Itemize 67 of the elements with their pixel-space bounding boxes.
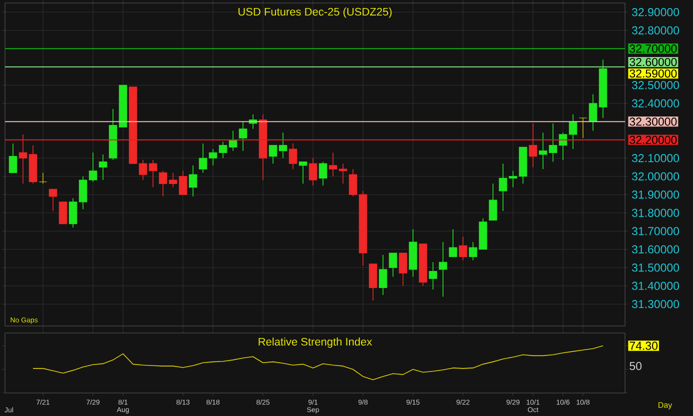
text: 50 — [630, 362, 642, 370]
y-tick-label: 31.60000 — [632, 245, 680, 254]
candlestick — [158, 170, 168, 197]
y-tick-label: 32.90000 — [632, 8, 680, 16]
candlestick — [438, 242, 448, 298]
candlestick — [468, 242, 478, 261]
candlestick — [278, 132, 288, 159]
candlestick — [8, 143, 18, 174]
y-tick-label: 32.40000 — [632, 99, 680, 108]
candlestick — [588, 94, 598, 132]
candlestick — [208, 148, 218, 166]
candlestick — [448, 228, 458, 258]
candlestick — [378, 254, 388, 296]
y-tick-label: 32.50000 — [632, 81, 680, 90]
candlestick — [168, 172, 178, 188]
ref-line-label: 32.20000 — [630, 136, 677, 144]
candlestick — [268, 144, 278, 164]
candlestick — [498, 163, 508, 212]
candlestick — [68, 198, 78, 228]
chart-title: Relative Strength Index — [258, 338, 372, 348]
candlestick — [458, 236, 468, 261]
candlestick — [338, 163, 348, 184]
candlestick — [318, 161, 328, 186]
ref-line-label: 32.70000 — [630, 44, 677, 53]
y-tick-label: 31.50000 — [632, 264, 680, 272]
candlestick — [288, 143, 298, 170]
candlestick — [58, 202, 68, 224]
candlestick — [98, 154, 108, 180]
candlestick — [488, 183, 498, 221]
ref-line-label: 32.60000 — [630, 58, 677, 66]
y-tick-label: 31.40000 — [632, 282, 680, 290]
candlestick — [238, 121, 248, 152]
chart-title: USD Futures Dec-25 (USDZ25) — [238, 8, 392, 18]
candlestick — [148, 160, 158, 188]
candlestick — [38, 172, 48, 184]
candlestick — [578, 118, 588, 138]
text: Day — [658, 402, 672, 410]
y-tick-label: 31.30000 — [632, 300, 680, 308]
y-tick-label: 32.10000 — [632, 154, 680, 162]
text: 74.30 — [630, 342, 658, 350]
candlestick — [78, 176, 88, 210]
candlestick — [88, 152, 98, 182]
y-tick-label: 32.80000 — [632, 26, 680, 34]
candlestick — [48, 188, 58, 212]
candlestick — [428, 262, 438, 290]
candlestick — [508, 170, 518, 188]
candlestick — [548, 123, 558, 162]
candlestick — [538, 132, 548, 170]
candlestick — [348, 168, 358, 197]
candlestick — [178, 170, 188, 196]
candlestick — [188, 165, 198, 197]
candlestick — [218, 141, 228, 159]
ref-line-label: 32.30000 — [630, 118, 677, 126]
candlestick — [138, 160, 148, 180]
text: 32.59000 — [630, 69, 677, 78]
y-tick-label: 32.00000 — [632, 172, 680, 180]
candlestick — [328, 152, 338, 177]
y-tick-label: 31.80000 — [632, 208, 680, 217]
candlestick — [198, 143, 208, 174]
candlestick — [398, 252, 408, 286]
candlestick — [298, 161, 308, 184]
candlestick — [368, 264, 378, 301]
y-tick-label: 31.90000 — [632, 190, 680, 199]
candlestick — [388, 252, 398, 278]
y-tick-label: 31.70000 — [632, 227, 680, 236]
candlestick — [308, 158, 318, 186]
candlestick — [568, 114, 578, 150]
